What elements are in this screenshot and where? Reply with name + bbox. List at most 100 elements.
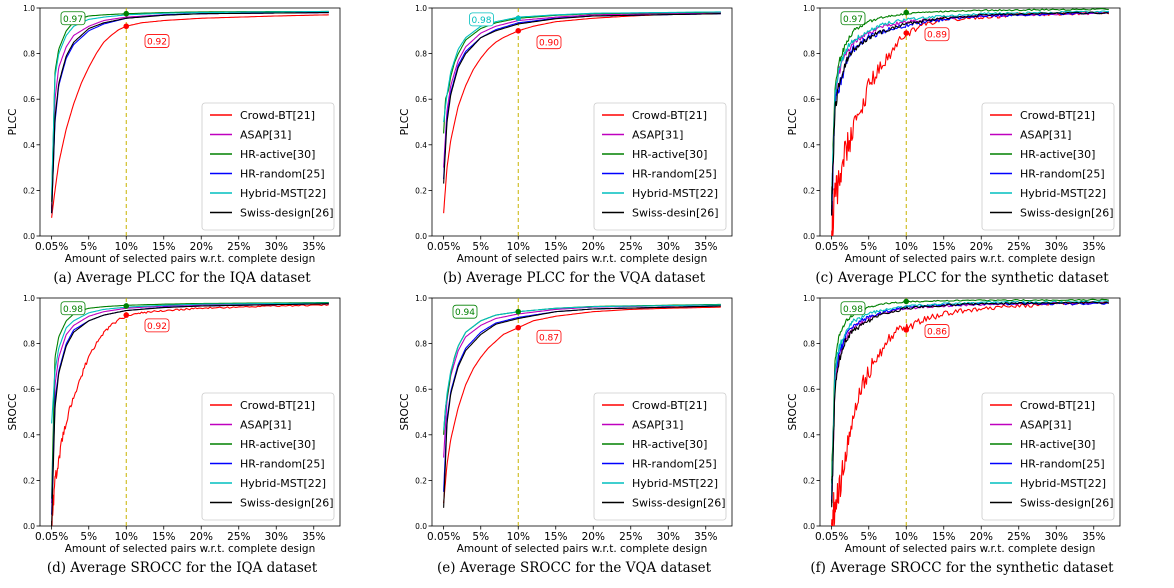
series-line-0 xyxy=(443,306,721,504)
legend-entry-5: Swiss-design[26] xyxy=(632,497,726,510)
panel-caption: (f) Average SROCC for the synthetic data… xyxy=(810,560,1114,576)
series-line-1 xyxy=(443,12,721,168)
y-tick-label: 0.2 xyxy=(415,186,427,195)
y-tick-label: 0.0 xyxy=(803,522,815,531)
annotation-box-1 xyxy=(924,27,950,42)
legend-entry-0: Crowd-BT[21] xyxy=(240,399,315,412)
y-axis-label: SROCC xyxy=(399,394,411,431)
x-axis-label: Amount of selected pairs w.r.t. complete… xyxy=(845,253,1096,265)
y-tick-label: 0.8 xyxy=(23,340,35,349)
series-lines xyxy=(443,303,721,508)
annotation-point-1 xyxy=(123,312,130,318)
annotation-box-0 xyxy=(452,304,478,319)
annotation-label-1: 0.86 xyxy=(927,328,947,338)
x-tick-label: 25% xyxy=(1007,531,1030,543)
legend-entry-2: HR-active[30] xyxy=(1020,148,1095,161)
x-tick-label: 20% xyxy=(970,531,993,543)
x-tick-label: 10% xyxy=(895,531,918,543)
y-tick-label: 1.0 xyxy=(415,4,427,13)
legend-frame xyxy=(593,102,727,231)
annotation-label-1: 0.89 xyxy=(927,31,947,41)
x-tick-label: 20% xyxy=(582,531,605,543)
annotation-label-0: 0.98 xyxy=(63,305,83,315)
y-tick-label: 1.0 xyxy=(23,4,35,13)
y-tick-label: 0.2 xyxy=(803,186,815,195)
x-tick-label: 5% xyxy=(80,531,97,543)
x-tick-label: 35% xyxy=(694,241,717,253)
legend-entry-1: ASAP[31] xyxy=(240,129,291,142)
x-tick-label: 15% xyxy=(544,241,567,253)
x-axis-label: Amount of selected pairs w.r.t. complete… xyxy=(457,543,708,555)
series-line-4 xyxy=(443,304,721,431)
series-line-5 xyxy=(831,11,1109,216)
x-tick-label: 25% xyxy=(227,531,250,543)
legend-frame xyxy=(593,392,727,521)
x-tick-label: 30% xyxy=(265,531,288,543)
legend-entry-5: Swiss-design[26] xyxy=(240,207,334,220)
x-tick-label: 25% xyxy=(619,241,642,253)
legend: Crowd-BT[21] ASAP[31] HR-active[30] HR-rand… xyxy=(593,392,727,521)
x-tick-label: 5% xyxy=(80,241,97,253)
y-tick-label: 0.2 xyxy=(803,476,815,485)
y-tick-label: 0.2 xyxy=(23,476,35,485)
legend-entry-2: HR-active[30] xyxy=(632,438,707,451)
series-line-5 xyxy=(831,301,1110,508)
x-tick-label: 10% xyxy=(895,241,918,253)
legend-frame xyxy=(981,102,1115,231)
series-line-2 xyxy=(831,298,1109,484)
x-axis-label: Amount of selected pairs w.r.t. complete… xyxy=(65,543,316,555)
legend: Crowd-BT[21] ASAP[31] HR-active[30] HR-rand… xyxy=(201,392,335,521)
y-tick-label: 0.4 xyxy=(415,141,427,150)
legend: Crowd-BT[21] ASAP[31] HR-active[30] HR-rand… xyxy=(981,392,1115,521)
x-tick-label: 5% xyxy=(860,241,877,253)
y-tick-label: 0.8 xyxy=(803,340,815,349)
annotation-point-0 xyxy=(515,15,522,22)
y-tick-label: 0.0 xyxy=(23,232,35,241)
legend-entry-0: Crowd-BT[21] xyxy=(632,109,707,122)
annotation-label-1: 0.92 xyxy=(147,322,167,332)
annotation-box-1 xyxy=(144,318,170,333)
annotation-point-1 xyxy=(123,23,130,30)
x-tick-label: 0.05% xyxy=(427,531,460,543)
series-line-4 xyxy=(831,10,1109,206)
annotation-box-0 xyxy=(469,12,494,27)
series-lines xyxy=(831,8,1110,236)
legend-entry-3: HR-random[25] xyxy=(1020,458,1105,471)
x-tick-label: 20% xyxy=(190,531,213,543)
legend-entry-2: HR-active[30] xyxy=(240,148,315,161)
x-tick-label: 15% xyxy=(152,531,175,543)
legend-entry-3: HR-random[25] xyxy=(632,458,717,471)
legend-frame xyxy=(201,102,335,231)
y-tick-label: 1.0 xyxy=(23,294,35,303)
panel-caption: (b) Average PLCC for the VQA dataset xyxy=(443,270,706,286)
x-tick-label: 30% xyxy=(1045,241,1068,253)
y-tick-label: 1.0 xyxy=(803,4,815,13)
annotation-label-0: 0.98 xyxy=(471,16,491,26)
annotation-point-0 xyxy=(515,308,522,315)
legend-entry-4: Hybrid-MST[22] xyxy=(240,477,326,490)
x-axis-label: Amount of selected pairs w.r.t. complete… xyxy=(65,253,316,265)
legend-entry-1: ASAP[31] xyxy=(632,419,683,432)
chart-panel-c: 0.05% 5% 10% 15% 20% 25% 30% 35% 0.0 0.2 0.4 0.6 0.8… xyxy=(787,4,1121,286)
x-tick-label: 30% xyxy=(265,241,288,253)
x-tick-label: 15% xyxy=(932,241,955,253)
chart-panel-e: 0.05% 5% 10% 15% 20% 25% 30% 35% 0.0 0.2 0.4 0.6 0.8… xyxy=(399,294,733,576)
x-tick-label: 20% xyxy=(582,241,605,253)
legend-entry-0: Crowd-BT[21] xyxy=(632,399,707,412)
annotation-point-1 xyxy=(903,327,910,333)
legend-entry-5: Swiss-desin[26] xyxy=(632,207,719,220)
x-tick-label: 35% xyxy=(302,241,325,253)
x-tick-label: 0.05% xyxy=(815,531,848,543)
y-tick-label: 0.2 xyxy=(415,476,427,485)
series-line-0 xyxy=(51,14,329,218)
legend-entry-0: Crowd-BT[21] xyxy=(240,109,315,122)
legend-entry-4: Hybrid-MST[22] xyxy=(632,187,718,200)
x-tick-label: 30% xyxy=(657,241,680,253)
series-line-0 xyxy=(51,303,329,526)
annotation-point-0 xyxy=(123,303,130,309)
legend-entry-3: HR-random[25] xyxy=(1020,168,1105,181)
annotation-box-0 xyxy=(60,11,86,26)
legend-entry-5: Swiss-design[26] xyxy=(240,497,334,510)
legend-entry-3: HR-random[25] xyxy=(240,458,325,471)
x-tick-label: 5% xyxy=(472,531,489,543)
